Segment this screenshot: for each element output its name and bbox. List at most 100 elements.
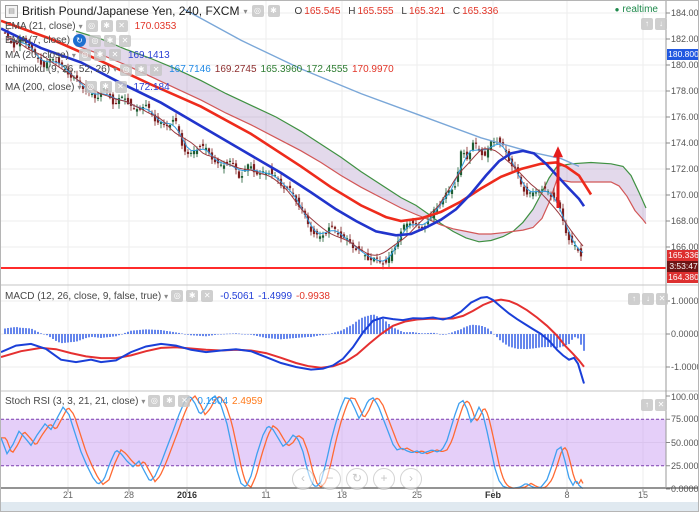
indicator-label[interactable]: Stoch RSI (3, 3, 21, 21, close)	[5, 395, 139, 407]
close-icon[interactable]: ✕	[201, 290, 214, 303]
pane-down-icon[interactable]: ↓	[642, 293, 654, 305]
pane-up-icon[interactable]: ↑	[641, 399, 653, 411]
pane-down-icon[interactable]: ↓	[655, 18, 667, 30]
stoch-d-line	[1, 394, 584, 489]
pane-up-icon[interactable]: ↑	[641, 18, 653, 30]
close-value: 165.336	[462, 5, 499, 17]
close-icon[interactable]: ✕	[115, 20, 128, 33]
legend-row-ichimoku: Ichimoku (9, 26, 52, 26) ▾ ◎ ✱ ✕ 167.714…	[5, 63, 498, 78]
main-legend: ▤ British Pound/Japanese Yen, 240, FXCM …	[5, 3, 498, 95]
gear-icon[interactable]: ✱	[99, 81, 112, 94]
chevron-down-icon[interactable]: ▾	[141, 396, 146, 406]
stoch-band	[1, 419, 666, 466]
eye-icon[interactable]: ◎	[148, 395, 161, 408]
bottom-toolbar-strip	[1, 502, 698, 511]
indicator-value: 169.1413	[127, 49, 170, 61]
arrow-head	[553, 146, 563, 158]
indicator-value: 170.0353	[134, 20, 177, 32]
ohlc-readout: O 165.545 H 165.555 L 165.321 C 165.336	[290, 6, 499, 17]
close-icon[interactable]: ✕	[108, 49, 121, 62]
symbol-title[interactable]: British Pound/Japanese Yen, 240, FXCM	[22, 4, 240, 18]
loading-spinner-badge: ↻	[73, 34, 87, 48]
indicator-value: 172.4555	[306, 64, 348, 76]
gear-icon[interactable]: ✱	[267, 5, 280, 17]
stoch-legend: Stoch RSI (3, 3, 21, 21, close) ▾ ◎ ✱ ✕ …	[5, 394, 263, 409]
eye-icon[interactable]: ◎	[84, 81, 97, 94]
macd-histogram	[4, 314, 585, 351]
realtime-label: realtime	[622, 4, 658, 15]
zoom-in-button[interactable]: +	[373, 468, 395, 490]
chevron-down-icon[interactable]: ▾	[113, 65, 118, 75]
close-label: C	[452, 5, 461, 17]
gear-icon[interactable]: ✱	[104, 34, 117, 47]
scroll-right-button[interactable]: ›	[400, 468, 422, 490]
alert-price-tag: 164.380	[667, 272, 699, 283]
ma200-line	[183, 8, 580, 168]
indicator-label[interactable]: EMA (21, close)	[5, 20, 76, 32]
eye-icon[interactable]: ◎	[85, 20, 98, 33]
reset-zoom-button[interactable]: ↻	[346, 468, 368, 490]
chart-nav-buttons: ‹ − ↻ + ›	[292, 468, 422, 490]
senkou-b-line	[75, 44, 647, 235]
indicator-values: -0.5061 -1.4999 -0.9938	[216, 291, 330, 302]
chevron-down-icon[interactable]: ▾	[78, 21, 83, 31]
eye-icon[interactable]: ◎	[89, 34, 102, 47]
indicator-value: -0.9938	[296, 290, 330, 302]
close-icon[interactable]: ✕	[114, 81, 127, 94]
ema21-line	[1, 19, 593, 223]
indicator-value: -0.5061	[220, 290, 255, 302]
indicator-label[interactable]: MA (20, close)	[5, 49, 69, 61]
open-label: O	[294, 5, 303, 17]
indicator-value: 2.4959	[232, 395, 263, 407]
eye-icon[interactable]: ◎	[120, 63, 133, 76]
close-icon[interactable]: ✕	[178, 395, 191, 408]
close-icon[interactable]: ✕	[655, 399, 667, 411]
low-value: 165.321	[408, 5, 446, 17]
eye-icon[interactable]: ◎	[251, 5, 264, 17]
close-icon[interactable]: ✕	[656, 293, 668, 305]
gear-icon[interactable]: ✱	[186, 290, 199, 303]
close-icon[interactable]: ✕	[119, 34, 132, 47]
macd-pane-controls: ↑ ↓ ✕	[628, 293, 668, 305]
eye-icon[interactable]: ◎	[78, 49, 91, 62]
indicator-value: 0.1504	[197, 395, 229, 407]
indicator-values: 169.1413	[124, 50, 170, 61]
indicator-value: -1.4999	[258, 290, 293, 302]
gear-icon[interactable]: ✱	[163, 395, 176, 408]
indicator-label[interactable]: MA (200, close)	[5, 81, 75, 93]
open-value: 165.545	[304, 5, 341, 17]
scroll-left-button[interactable]: ‹	[292, 468, 314, 490]
indicator-label[interactable]: MACD (12, 26, close, 9, false, true)	[5, 290, 162, 302]
indicator-label[interactable]: EMA (7, close)	[5, 35, 71, 47]
eye-icon[interactable]: ◎	[171, 290, 184, 303]
kijun-line	[6, 36, 584, 256]
indicator-values: 170.0353	[131, 21, 177, 32]
stoch-k-line	[1, 395, 584, 490]
indicator-values: 0.1504 2.4959	[193, 396, 262, 407]
legend-row-stoch: Stoch RSI (3, 3, 21, 21, close) ▾ ◎ ✱ ✕ …	[5, 394, 263, 409]
ma20-line	[1, 27, 586, 237]
low-label: L	[401, 5, 407, 17]
symbol-menu-icon[interactable]: ▤	[5, 4, 18, 18]
indicator-value: 172.184	[133, 81, 170, 93]
gear-icon[interactable]: ✱	[93, 49, 106, 62]
chevron-down-icon[interactable]: ▾	[164, 291, 169, 301]
macd-line	[1, 295, 585, 384]
legend-row-ma200: MA (200, close) ▾ ◎ ✱ ✕ 172.184	[5, 80, 498, 95]
indicator-value: 169.2745	[214, 64, 257, 76]
gear-icon[interactable]: ✱	[135, 63, 148, 76]
zoom-out-button[interactable]: −	[319, 468, 341, 490]
chevron-down-icon[interactable]: ▾	[71, 50, 76, 60]
indicator-value: 170.9970	[351, 64, 394, 76]
chevron-down-icon[interactable]: ▾	[77, 82, 82, 92]
close-icon[interactable]: ✕	[150, 63, 163, 76]
chevron-down-icon[interactable]: ▾	[243, 6, 248, 16]
main-pane-controls: ↑ ↓	[641, 18, 667, 30]
indicator-label[interactable]: Ichimoku (9, 26, 52, 26)	[5, 64, 111, 76]
indicator-value: 167.7146	[169, 64, 211, 76]
pane-up-icon[interactable]: ↑	[628, 293, 640, 305]
tenkan-line	[6, 36, 584, 262]
macd-legend: MACD (12, 26, close, 9, false, true) ▾ ◎…	[5, 289, 330, 304]
gear-icon[interactable]: ✱	[100, 20, 113, 33]
